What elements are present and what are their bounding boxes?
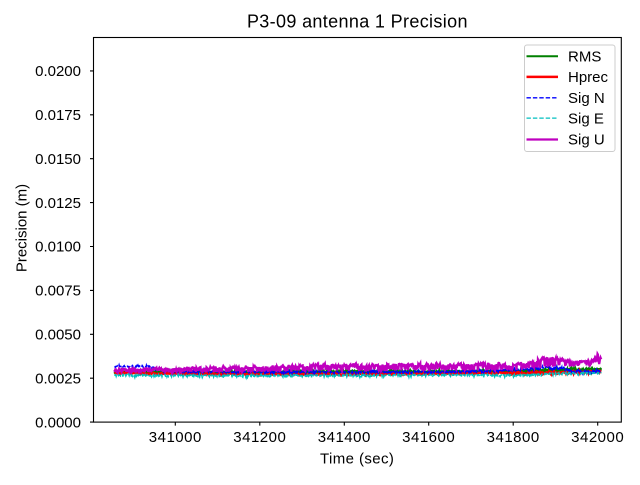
svg-text:341400: 341400 (318, 429, 371, 446)
svg-text:0.0125: 0.0125 (35, 195, 81, 212)
svg-text:RMS: RMS (568, 49, 601, 66)
svg-text:Sig E: Sig E (568, 110, 604, 127)
svg-text:0.0175: 0.0175 (35, 107, 81, 124)
svg-text:0.0150: 0.0150 (35, 151, 81, 168)
svg-text:Sig N: Sig N (568, 90, 605, 107)
svg-text:341600: 341600 (402, 429, 455, 446)
svg-text:0.0200: 0.0200 (35, 63, 81, 80)
svg-text:341000: 341000 (149, 429, 202, 446)
svg-text:Sig U: Sig U (568, 132, 605, 149)
svg-text:Precision (m): Precision (m) (14, 184, 31, 272)
svg-text:Time (sec): Time (sec) (320, 450, 394, 467)
svg-text:341200: 341200 (233, 429, 286, 446)
svg-text:Hprec: Hprec (568, 69, 609, 86)
svg-text:341800: 341800 (487, 429, 540, 446)
svg-text:0.0025: 0.0025 (35, 370, 81, 387)
svg-text:0.0100: 0.0100 (35, 239, 81, 256)
svg-text:0.0075: 0.0075 (35, 283, 81, 300)
svg-text:342000: 342000 (571, 429, 624, 446)
svg-text:P3-09 antenna 1 Precision: P3-09 antenna 1 Precision (247, 12, 468, 32)
svg-text:0.0000: 0.0000 (35, 414, 81, 431)
svg-text:0.0050: 0.0050 (35, 327, 81, 344)
